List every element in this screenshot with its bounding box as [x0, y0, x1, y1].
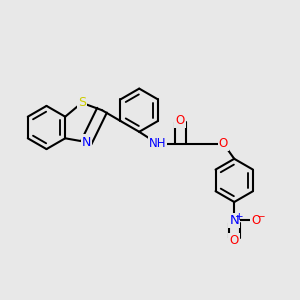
Text: O: O — [230, 234, 239, 248]
Text: NH: NH — [149, 137, 166, 150]
Text: +: + — [235, 212, 244, 222]
Text: N: N — [230, 214, 239, 227]
Text: O: O — [251, 214, 260, 227]
Text: O: O — [176, 114, 185, 127]
Text: N: N — [82, 136, 91, 148]
Text: O: O — [219, 137, 228, 150]
Text: S: S — [78, 96, 86, 109]
Text: −: − — [257, 212, 266, 222]
